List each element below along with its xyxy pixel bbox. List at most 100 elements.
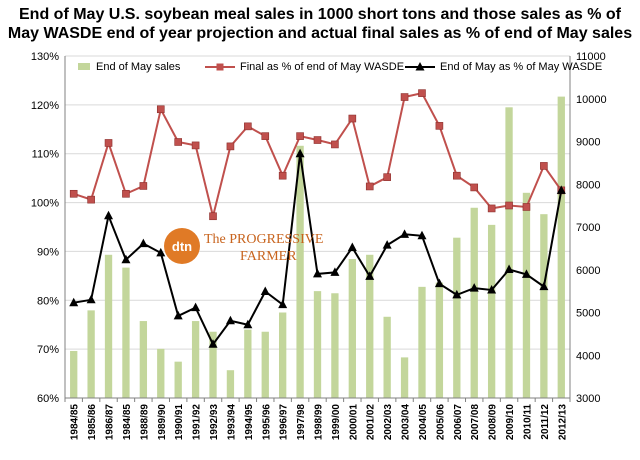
x-tick-label: 1989/90: [157, 404, 168, 441]
bar: [348, 259, 356, 398]
left-axis-tick-label: 130%: [31, 51, 59, 63]
legend-label: End of May sales: [96, 61, 181, 73]
legend-swatch-marker: [216, 63, 224, 71]
bar: [104, 254, 113, 398]
point-marker: [540, 162, 548, 170]
point-marker: [487, 285, 497, 294]
bar: [383, 316, 391, 398]
bar: [209, 331, 217, 398]
right-axis-tick-label: 5000: [576, 308, 600, 320]
bar: [244, 329, 252, 398]
point-marker: [365, 271, 375, 280]
x-tick-label: 2007/08: [470, 404, 481, 441]
x-tick-label: 1998/99: [314, 404, 325, 441]
axis-layer: 60% 70% 80% 90% 100% 110% 120% 130% 3000 4000 5000…: [31, 51, 607, 440]
point-marker: [278, 299, 288, 309]
bar: [261, 331, 269, 398]
point-marker: [435, 122, 444, 130]
point-marker: [470, 183, 479, 192]
x-tick-label: 1999/00: [331, 404, 342, 441]
bar: [122, 267, 130, 398]
x-tick-label: 1986/87: [105, 404, 116, 441]
point-marker: [453, 171, 461, 180]
chart-title-line-2: May WASDE end of year projection and act…: [7, 25, 633, 42]
left-axis-tick-label: 110%: [32, 149, 60, 161]
legend-swatch-bar: [78, 63, 90, 70]
point-marker: [400, 93, 409, 101]
point-marker: [225, 315, 235, 325]
point-marker: [417, 230, 427, 240]
point-marker: [261, 132, 270, 140]
bar: [157, 348, 165, 398]
point-marker: [156, 105, 165, 114]
point-marker: [348, 114, 357, 123]
bar: [279, 312, 287, 398]
bar: [453, 237, 461, 398]
point-marker: [208, 339, 218, 348]
x-tick-label: 2012/13: [557, 404, 568, 441]
bar: [400, 357, 409, 398]
x-tick-label: 2009/10: [505, 404, 516, 441]
point-marker: [104, 139, 113, 147]
point-marker: [104, 210, 114, 220]
point-marker: [556, 185, 566, 194]
bar: [418, 286, 426, 398]
point-marker: [209, 212, 217, 221]
bar: [87, 310, 95, 398]
bar: [174, 361, 182, 398]
point-marker: [86, 294, 96, 304]
bar-layer: [70, 96, 565, 399]
bar: [487, 224, 496, 398]
bar: [331, 293, 339, 398]
right-axis-tick-label: 8000: [576, 179, 600, 191]
point-marker: [174, 138, 182, 146]
x-tick-label: 1997/98: [296, 404, 307, 441]
point-marker: [452, 289, 462, 299]
point-marker: [521, 269, 531, 278]
left-axis-tick-label: 100%: [31, 198, 59, 210]
bar: [435, 282, 444, 398]
left-axis-tick-label: 80%: [37, 295, 59, 307]
right-axis-tick-label: 3000: [576, 393, 600, 405]
x-tick-label: 2008/09: [488, 404, 499, 441]
point-marker: [487, 204, 496, 213]
point-marker: [382, 240, 392, 249]
x-tick-label: 2003/04: [401, 404, 412, 441]
point-marker: [418, 89, 426, 97]
point-marker: [365, 182, 374, 191]
series-line: [73, 91, 563, 217]
logo-line-1: The PROGRESSIVE: [204, 232, 323, 247]
line-layer: [69, 89, 566, 348]
bar: [557, 96, 565, 399]
progressive-farmer-logo: dtn The PROGRESSIVE FARMER: [164, 228, 323, 264]
point-marker: [87, 195, 95, 204]
point-marker: [383, 173, 391, 181]
legend-layer: End of May sales Final as % of end of May…: [78, 61, 602, 73]
dtn-logo-mark: dtn: [172, 239, 192, 254]
point-marker: [191, 141, 200, 150]
point-marker: [313, 268, 322, 278]
point-marker: [122, 189, 130, 198]
bar: [139, 321, 148, 398]
left-axis-tick-label: 90%: [37, 246, 59, 258]
point-marker: [295, 148, 305, 158]
right-axis-tick-label: 11000: [576, 51, 606, 63]
right-axis-tick-label: 7000: [576, 222, 600, 234]
bar: [191, 321, 200, 398]
legend-swatch-marker: [415, 62, 425, 71]
left-axis-tick-label: 70%: [37, 344, 59, 356]
x-tick-label: 1993/94: [226, 404, 237, 441]
x-tick-label: 1988/89: [139, 404, 150, 441]
point-marker: [244, 122, 252, 131]
x-tick-label: 2004/05: [418, 404, 429, 441]
left-axis-tick-label: 120%: [31, 100, 59, 112]
dtn-logo-circle: [164, 228, 200, 264]
point-marker: [278, 171, 287, 180]
point-marker: [156, 247, 166, 257]
x-tick-label: 1994/95: [244, 404, 255, 441]
point-marker: [504, 264, 514, 274]
x-tick-label: 1984/85: [122, 404, 133, 441]
point-marker: [138, 238, 148, 248]
